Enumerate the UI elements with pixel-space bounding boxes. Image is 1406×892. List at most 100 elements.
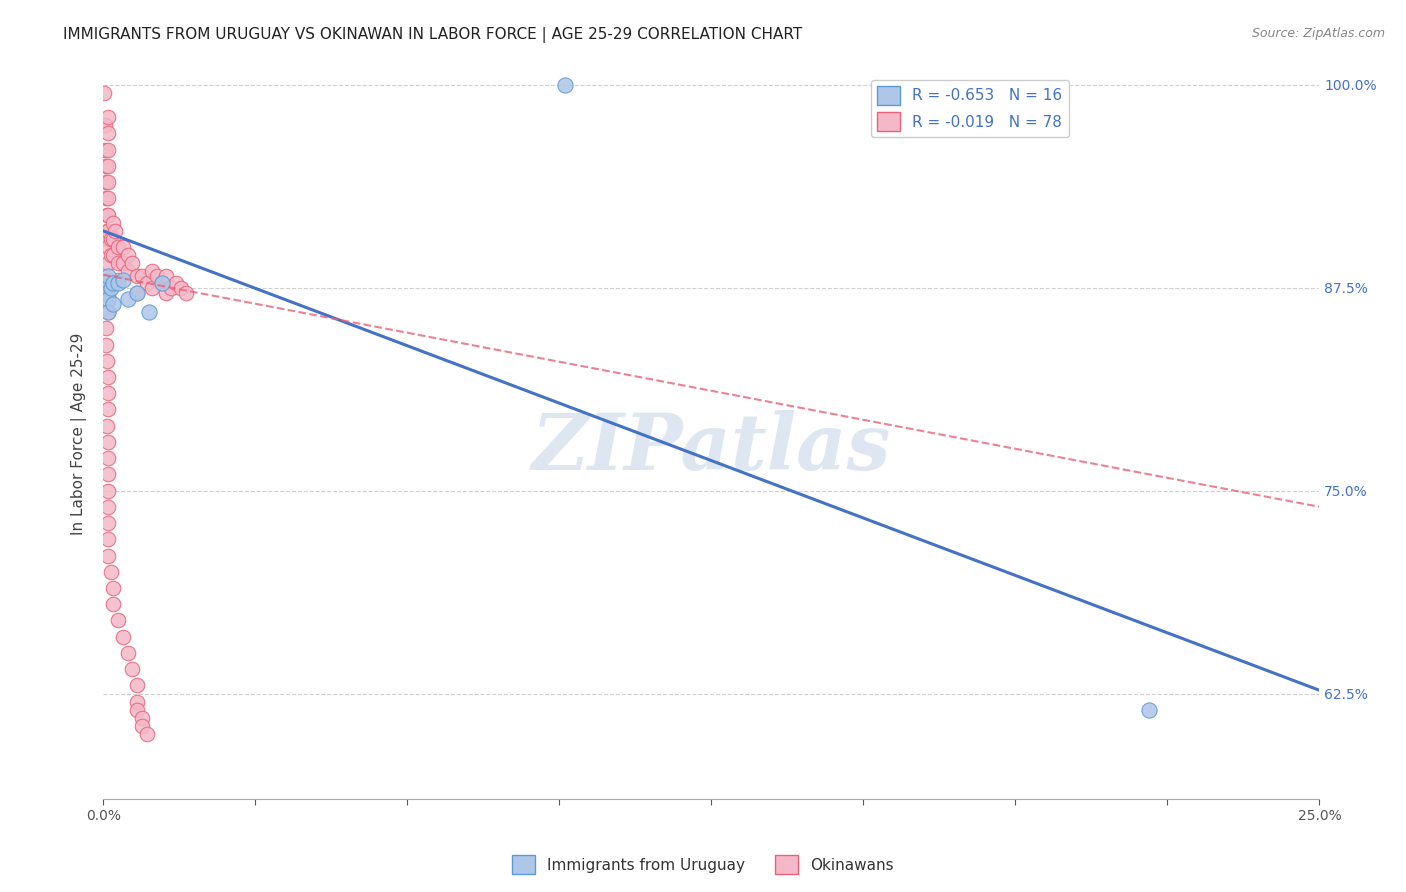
Point: [111, 240, 134, 254]
Y-axis label: In Labor Force | Age 25-29: In Labor Force | Age 25-29: [72, 333, 87, 535]
Point: [101, 597, 124, 611]
Point: [150, 276, 173, 290]
Point: [127, 703, 149, 717]
Point: [107, 240, 129, 254]
Point: [104, 224, 127, 238]
Point: [107, 276, 129, 290]
Point: [101, 581, 124, 595]
Point: [170, 281, 193, 295]
Point: [94, 159, 117, 173]
Point: [93, 86, 115, 100]
Point: [97, 240, 120, 254]
Point: [141, 264, 163, 278]
Point: [97, 289, 120, 303]
Point: [127, 678, 149, 692]
Text: Source: ZipAtlas.com: Source: ZipAtlas.com: [1251, 27, 1385, 40]
Point: [100, 281, 122, 295]
Point: [94, 321, 117, 335]
Point: [131, 269, 153, 284]
Point: [97, 208, 120, 222]
Point: [97, 224, 120, 238]
Legend: R = -0.653   N = 16, R = -0.019   N = 78: R = -0.653 N = 16, R = -0.019 N = 78: [872, 79, 1069, 137]
Text: ZIPatlas: ZIPatlas: [531, 410, 891, 487]
Point: [96, 353, 118, 368]
Point: [101, 248, 124, 262]
Point: [97, 533, 120, 547]
Point: [97, 516, 120, 530]
Point: [107, 272, 129, 286]
Point: [101, 216, 124, 230]
Point: [97, 272, 120, 286]
Point: [127, 285, 149, 300]
Point: [155, 285, 177, 300]
Point: [131, 719, 153, 733]
Point: [97, 305, 120, 319]
Point: [101, 297, 124, 311]
Point: [165, 276, 187, 290]
Point: [97, 467, 120, 482]
Point: [97, 292, 120, 306]
Text: IMMIGRANTS FROM URUGUAY VS OKINAWAN IN LABOR FORCE | AGE 25-29 CORRELATION CHART: IMMIGRANTS FROM URUGUAY VS OKINAWAN IN L…: [63, 27, 803, 43]
Point: [127, 695, 149, 709]
Point: [174, 285, 197, 300]
Point: [101, 276, 124, 290]
Point: [554, 78, 576, 92]
Point: [97, 191, 120, 205]
Point: [96, 418, 118, 433]
Point: [1137, 703, 1160, 717]
Point: [97, 402, 120, 417]
Point: [97, 549, 120, 563]
Point: [100, 565, 122, 579]
Point: [97, 232, 120, 246]
Point: [93, 119, 115, 133]
Point: [97, 386, 120, 401]
Point: [117, 292, 139, 306]
Point: [101, 232, 124, 246]
Point: [131, 711, 153, 725]
Point: [94, 337, 117, 351]
Point: [111, 256, 134, 270]
Point: [97, 434, 120, 449]
Point: [117, 264, 139, 278]
Point: [97, 305, 120, 319]
Point: [136, 276, 159, 290]
Point: [100, 232, 122, 246]
Point: [155, 269, 177, 284]
Point: [107, 614, 129, 628]
Point: [100, 248, 122, 262]
Point: [97, 256, 120, 270]
Point: [117, 248, 139, 262]
Point: [127, 269, 149, 284]
Point: [97, 269, 120, 284]
Legend: Immigrants from Uruguay, Okinawans: Immigrants from Uruguay, Okinawans: [506, 849, 900, 880]
Point: [145, 269, 167, 284]
Point: [97, 175, 120, 189]
Point: [97, 483, 120, 498]
Point: [138, 305, 160, 319]
Point: [107, 256, 129, 270]
Point: [94, 276, 117, 290]
Point: [150, 276, 173, 290]
Point: [127, 285, 149, 300]
Point: [97, 143, 120, 157]
Point: [111, 272, 134, 286]
Point: [96, 208, 118, 222]
Point: [96, 285, 118, 300]
Point: [141, 281, 163, 295]
Point: [97, 500, 120, 514]
Point: [94, 191, 117, 205]
Point: [111, 630, 134, 644]
Point: [97, 370, 120, 384]
Point: [97, 110, 120, 124]
Point: [160, 281, 183, 295]
Point: [97, 127, 120, 141]
Point: [121, 662, 143, 676]
Point: [97, 451, 120, 466]
Point: [97, 159, 120, 173]
Point: [96, 224, 118, 238]
Point: [117, 646, 139, 660]
Point: [94, 175, 117, 189]
Point: [136, 727, 159, 741]
Point: [94, 143, 117, 157]
Point: [121, 256, 143, 270]
